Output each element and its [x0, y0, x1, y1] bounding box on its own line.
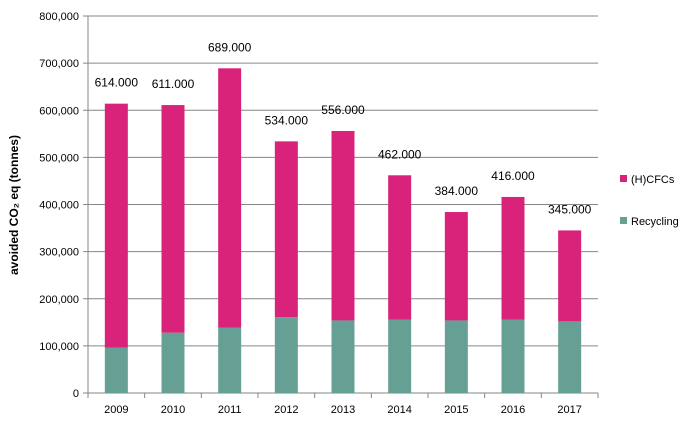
- x-tick-label: 2010: [161, 404, 185, 416]
- total-label: 534.000: [265, 113, 309, 127]
- x-tick-label: 2012: [274, 404, 298, 416]
- total-label: 556.000: [321, 103, 365, 117]
- bar-recycling: [388, 319, 412, 393]
- y-tick-label: 800,000: [39, 11, 79, 23]
- legend-swatch: [620, 175, 627, 182]
- total-label: 614.000: [95, 76, 139, 90]
- bar-hcfcs: [274, 141, 298, 318]
- bar-recycling: [331, 320, 355, 393]
- x-tick-label: 2013: [331, 404, 355, 416]
- total-label: 345.000: [548, 202, 592, 216]
- x-tick-label: 2014: [387, 404, 411, 416]
- x-tick-label: 2016: [501, 404, 525, 416]
- bar-hcfcs: [388, 175, 412, 320]
- y-tick-label: 300,000: [39, 247, 79, 259]
- legend-label: (H)CFCs: [631, 174, 675, 186]
- total-label: 689.000: [208, 40, 252, 54]
- y-tick-label: 600,000: [39, 105, 79, 117]
- x-tick-label: 2009: [104, 404, 128, 416]
- bar-hcfcs: [218, 68, 242, 328]
- bar-hcfcs: [161, 105, 185, 333]
- bar-hcfcs: [444, 212, 468, 321]
- bar-hcfcs: [331, 130, 355, 321]
- bar-recycling: [558, 321, 582, 393]
- y-tick-label: 0: [73, 388, 79, 400]
- bar-hcfcs: [104, 103, 128, 348]
- bar-recycling: [161, 332, 185, 393]
- bar-recycling: [104, 347, 128, 393]
- y-tick-label: 400,000: [39, 200, 79, 212]
- y-tick-label: 100,000: [39, 341, 79, 353]
- legend-swatch: [620, 217, 627, 224]
- bar-hcfcs: [558, 230, 582, 322]
- x-tick-label: 2017: [557, 404, 581, 416]
- y-axis-label: avoided CO₂ eq (tonnes): [7, 135, 21, 275]
- bar-recycling: [218, 327, 242, 393]
- total-label: 384.000: [435, 184, 479, 198]
- bar-hcfcs: [501, 196, 525, 320]
- legend-label: Recycling: [631, 216, 679, 228]
- bar-recycling: [501, 319, 525, 393]
- total-label: 416.000: [491, 169, 535, 183]
- x-tick-label: 2015: [444, 404, 468, 416]
- y-tick-label: 700,000: [39, 58, 79, 70]
- total-label: 462.000: [378, 147, 422, 161]
- y-tick-label: 200,000: [39, 294, 79, 306]
- bar-recycling: [444, 320, 468, 393]
- bar-recycling: [274, 317, 298, 393]
- y-tick-label: 500,000: [39, 152, 79, 164]
- total-label: 611.000: [152, 77, 195, 91]
- x-tick-label: 2011: [218, 404, 242, 416]
